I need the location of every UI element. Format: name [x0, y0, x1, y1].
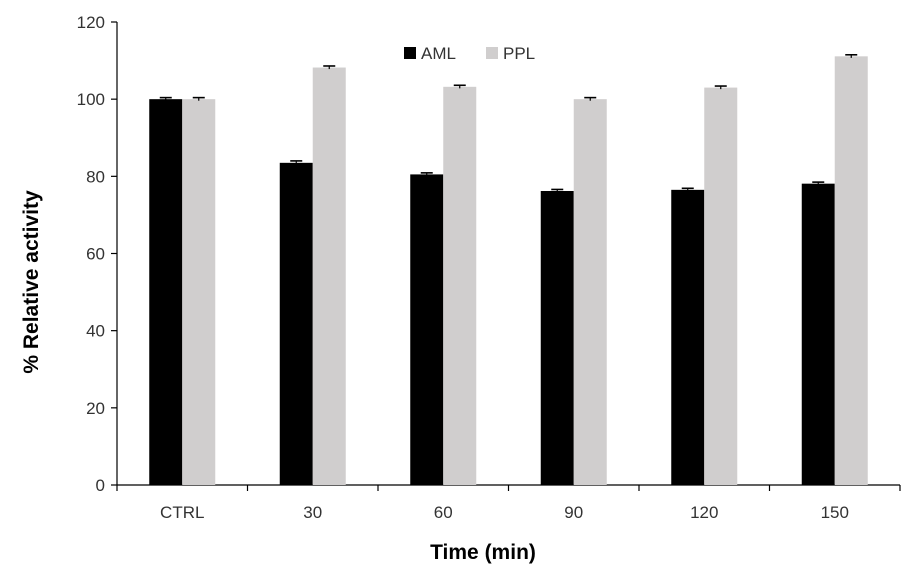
- y-tick-label-0: 0: [96, 476, 105, 495]
- bar-aml-150: [801, 183, 835, 485]
- bar-ppl-150: [834, 56, 868, 485]
- y-tick-label-100: 100: [77, 90, 105, 109]
- plot-area: [117, 22, 900, 485]
- bar-aml-60: [410, 174, 444, 485]
- legend-swatch-aml: [404, 47, 416, 59]
- legend-label-aml: AML: [421, 44, 456, 63]
- bars: [149, 53, 868, 486]
- bar-ppl-30: [312, 67, 346, 486]
- x-tick-label-150: 150: [821, 503, 849, 522]
- bar-ppl-90: [573, 99, 607, 486]
- x-tick-label-CTRL: CTRL: [160, 503, 204, 522]
- y-tick-label-80: 80: [86, 167, 105, 186]
- x-tick-label-90: 90: [564, 503, 583, 522]
- x-axis-title: Time (min): [430, 541, 536, 564]
- x-tick-label-30: 30: [303, 503, 322, 522]
- bar-aml-90: [540, 190, 574, 485]
- bar-ppl-CTRL: [182, 99, 216, 486]
- y-tick-label-20: 20: [86, 399, 105, 418]
- x-tick-label-60: 60: [434, 503, 453, 522]
- bar-aml-CTRL: [149, 99, 183, 486]
- legend: AML PPL: [404, 44, 535, 63]
- bar-ppl-120: [704, 87, 738, 485]
- y-axis: 0 20 40 60 80 100 120: [77, 13, 118, 495]
- legend-label-ppl: PPL: [503, 44, 535, 63]
- bar-aml-120: [671, 189, 705, 485]
- bar-ppl-60: [443, 86, 477, 485]
- bar-aml-30: [279, 162, 313, 485]
- y-axis-title: % Relative activity: [20, 190, 43, 374]
- x-axis: CTRL 30 60 90 120 150: [116, 484, 901, 522]
- legend-swatch-ppl: [486, 47, 498, 59]
- y-tick-label-120: 120: [77, 13, 105, 32]
- plot-background: [117, 22, 900, 485]
- y-tick-label-60: 60: [86, 245, 105, 264]
- x-tick-label-120: 120: [690, 503, 718, 522]
- y-tick-label-40: 40: [86, 322, 105, 341]
